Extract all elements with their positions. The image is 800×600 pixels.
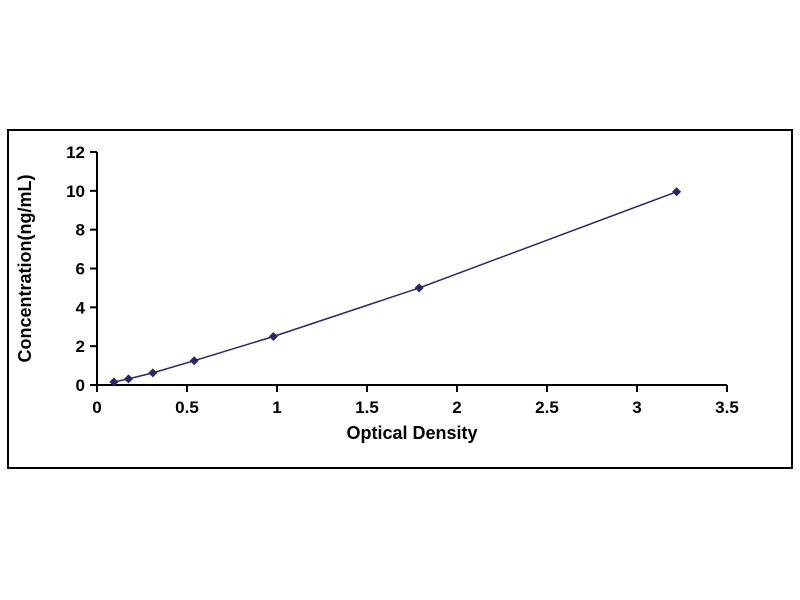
x-tick-label: 3.5 [715, 398, 739, 417]
y-tick-label: 0 [76, 376, 85, 395]
x-tick-label: 2 [452, 398, 461, 417]
standard-curve-chart: 0 0.5 1 1.5 2 2.5 3 3.5 0 2 4 6 8 10 12 Optical Density… [7, 129, 793, 469]
y-tick-label: 4 [76, 298, 86, 317]
y-tick-label: 6 [76, 260, 85, 279]
y-tick-label: 10 [66, 182, 85, 201]
data-point-marker [124, 374, 133, 384]
data-point-marker [414, 283, 424, 293]
y-axis-label: Concentration(ng/mL) [15, 175, 35, 363]
x-tick-label: 1.5 [355, 398, 379, 417]
data-point-marker [148, 368, 158, 378]
data-point-marker [189, 356, 199, 366]
x-tick-label: 1 [272, 398, 281, 417]
x-tick-label: 2.5 [535, 398, 559, 417]
x-axis-label: Optical Density [346, 423, 477, 443]
data-point-marker [109, 377, 119, 387]
y-tick-label: 8 [76, 221, 85, 240]
x-tick-label: 0.5 [175, 398, 199, 417]
data-point-marker [672, 187, 682, 197]
x-tick-label: 0 [92, 398, 101, 417]
data-point-marker [268, 331, 278, 341]
series-line-standard-curve [113, 191, 677, 383]
chart-canvas: 0 0.5 1 1.5 2 2.5 3 3.5 0 2 4 6 8 10 12 Optical Density… [15, 143, 739, 443]
y-tick-label: 2 [76, 337, 85, 356]
y-tick-label: 12 [66, 143, 85, 162]
x-tick-label: 3 [632, 398, 641, 417]
